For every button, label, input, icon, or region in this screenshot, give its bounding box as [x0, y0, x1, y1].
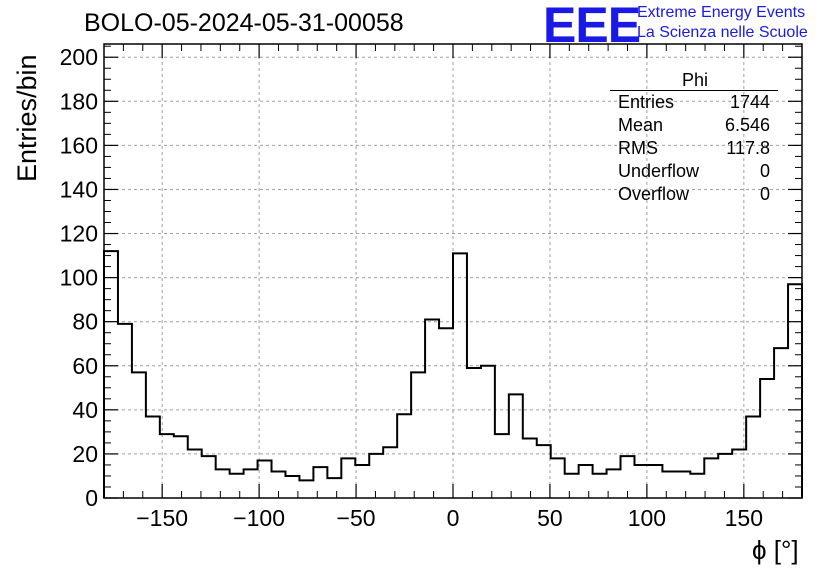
- y-tick-label: 20: [72, 441, 98, 467]
- axis-ticks: [104, 44, 802, 499]
- plot-frame: [103, 43, 803, 499]
- stats-row: Overflow 0: [610, 183, 780, 206]
- y-tick-label: 40: [72, 397, 98, 423]
- stats-row: Entries 1744: [610, 91, 780, 114]
- x-tick-label: −100: [233, 505, 285, 531]
- chart-title: BOLO-05-2024-05-31-00058: [84, 9, 404, 37]
- y-tick-label: 200: [60, 44, 98, 70]
- x-tick-label: 150: [725, 505, 763, 531]
- x-tick-label: 100: [628, 505, 666, 531]
- stats-label: Underflow: [618, 161, 700, 181]
- stats-value: 0: [759, 184, 770, 204]
- stats-value: 6.546: [724, 115, 770, 135]
- stats-value: 117.8: [726, 138, 770, 158]
- x-tick-label: −150: [136, 505, 188, 531]
- logo-line-1: Extreme Energy Events: [637, 4, 806, 21]
- stats-label: Overflow: [618, 184, 690, 204]
- stats-label: Mean: [618, 115, 664, 135]
- y-tick-label: 60: [72, 353, 98, 379]
- stats-label: Entries: [618, 92, 675, 112]
- x-axis-label: ϕ [°]: [752, 535, 799, 565]
- stats-value: 1744: [729, 92, 770, 112]
- y-tick-label: 140: [60, 176, 98, 202]
- stats-box: Phi Entries 1744 Mean 6.546 RMS 117.8 Un…: [610, 70, 780, 206]
- y-axis-label: Entries/bin: [12, 54, 42, 182]
- stats-row: RMS 117.8: [610, 137, 780, 160]
- stats-divider: [610, 90, 778, 91]
- histogram-line: [103, 250, 803, 498]
- x-tick-label: 0: [447, 505, 460, 531]
- y-tick-label: 100: [60, 265, 98, 291]
- eee-logo: EEE: [543, 0, 641, 53]
- y-tick-label: 0: [85, 485, 98, 511]
- stats-label: RMS: [618, 138, 658, 158]
- stats-title: Phi: [681, 70, 708, 90]
- stats-row: Underflow 0: [610, 160, 780, 183]
- stats-row: Mean 6.546: [610, 114, 780, 137]
- logo-line-2: La Scienza nelle Scuole: [637, 24, 808, 41]
- y-tick-label: 180: [60, 88, 98, 114]
- y-tick-label: 80: [72, 309, 98, 335]
- y-tick-label: 160: [60, 132, 98, 158]
- x-tick-label: 50: [537, 505, 563, 531]
- y-tick-label: 120: [60, 221, 98, 247]
- x-tick-label: −50: [337, 505, 376, 531]
- tick-labels: −150 −100 −50 0 50 100 150 0 20 40 60 80 100 120 140 16…: [60, 44, 763, 531]
- stats-value: 0: [759, 161, 770, 181]
